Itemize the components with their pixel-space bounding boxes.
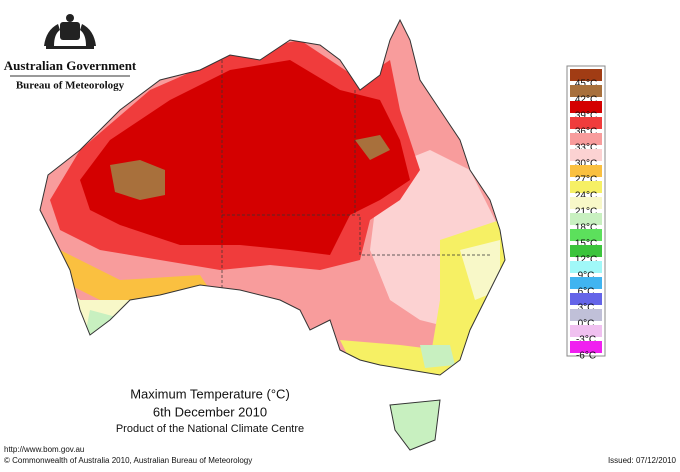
legend-swatch	[570, 309, 602, 321]
legend: 45°C 42°C 39°C 36°C 33°C 30°C 27°C 24°C 21°C 18°C…	[566, 65, 606, 362]
copyright: © Commonwealth of Australia 2010, Austra…	[4, 456, 252, 465]
legend-swatch	[570, 197, 602, 209]
government: Australian Government	[4, 58, 137, 73]
legend-swatch	[570, 293, 602, 305]
legend-label: 42°C	[575, 95, 597, 106]
legend-label: 12°C	[575, 255, 597, 266]
state-borders	[221, 60, 490, 290]
url: http://www.bom.gov.au	[4, 445, 84, 454]
legend-swatch	[570, 245, 602, 257]
legend-label: 33°C	[575, 143, 597, 154]
tasmania	[389, 399, 441, 451]
legend-label: 30°C	[575, 159, 597, 170]
legend-label: 45°C	[575, 79, 597, 90]
legend-swatch	[570, 117, 602, 129]
map-title: Maximum Temperature (°C)	[130, 386, 290, 401]
legend-swatch	[570, 165, 602, 177]
legend-swatch	[570, 149, 602, 161]
legend-label: -3°C	[576, 335, 596, 346]
legend-swatch	[570, 325, 602, 337]
emblem	[44, 14, 96, 49]
legend-swatch	[570, 229, 602, 241]
legend-label: 27°C	[575, 175, 597, 186]
bureau: Bureau of Meteorology	[16, 80, 125, 92]
legend-frame	[566, 65, 606, 357]
legend-label: 24°C	[575, 191, 597, 202]
legend-label: 9°C	[578, 271, 595, 282]
issued: Issued: 07/12/2010	[608, 456, 677, 465]
map-product: Product of the National Climate Centre	[116, 423, 304, 435]
legend-label: 6°C	[578, 287, 595, 298]
legend-label: 18°C	[575, 223, 597, 234]
legend-swatch	[570, 101, 602, 113]
legend-swatch	[570, 277, 602, 289]
coastline	[39, 18, 506, 376]
legend-label: 0°C	[578, 319, 595, 330]
legend-swatch	[570, 261, 602, 273]
legend-swatch	[570, 133, 602, 145]
legend-label: 36°C	[575, 127, 597, 138]
legend-label: 39°C	[575, 111, 597, 122]
legend-swatch	[570, 181, 602, 193]
legend-label: 3°C	[578, 303, 595, 314]
legend-label: 21°C	[575, 207, 597, 218]
map-date: 6th December 2010	[153, 404, 267, 419]
legend-swatch	[570, 341, 602, 353]
legend-swatch	[570, 213, 602, 225]
legend-swatch	[570, 85, 602, 97]
legend-swatch	[570, 69, 602, 81]
legend-label: 15°C	[575, 239, 597, 250]
legend-label: -6°C	[576, 351, 596, 362]
